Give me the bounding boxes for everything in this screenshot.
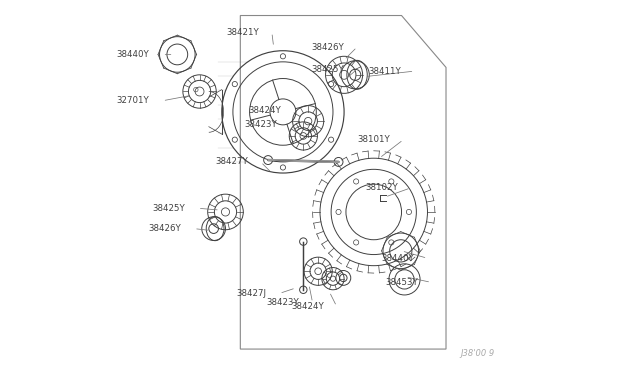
- Text: 38423Y: 38423Y: [267, 298, 300, 307]
- Text: 38425Y: 38425Y: [152, 204, 185, 213]
- Text: 38101Y: 38101Y: [358, 135, 390, 144]
- Text: 38440Y: 38440Y: [116, 50, 150, 59]
- Text: 38424Y: 38424Y: [248, 106, 281, 115]
- Text: 38427J: 38427J: [236, 289, 266, 298]
- Text: J38'00 9: J38'00 9: [460, 349, 494, 358]
- Text: 38440Y: 38440Y: [381, 254, 415, 263]
- Text: 38425Y: 38425Y: [311, 65, 344, 74]
- Text: 32701Y: 32701Y: [116, 96, 150, 105]
- Text: 38411Y: 38411Y: [369, 67, 401, 76]
- Text: 38453Y: 38453Y: [385, 278, 418, 287]
- Text: 38426Y: 38426Y: [311, 42, 344, 51]
- Text: 38102Y: 38102Y: [365, 183, 398, 192]
- Text: 38421Y: 38421Y: [226, 28, 259, 37]
- Text: 38427Y: 38427Y: [215, 157, 248, 166]
- Text: 38423Y: 38423Y: [244, 121, 277, 129]
- Text: 38424Y: 38424Y: [291, 302, 324, 311]
- Text: 38426Y: 38426Y: [148, 224, 181, 233]
